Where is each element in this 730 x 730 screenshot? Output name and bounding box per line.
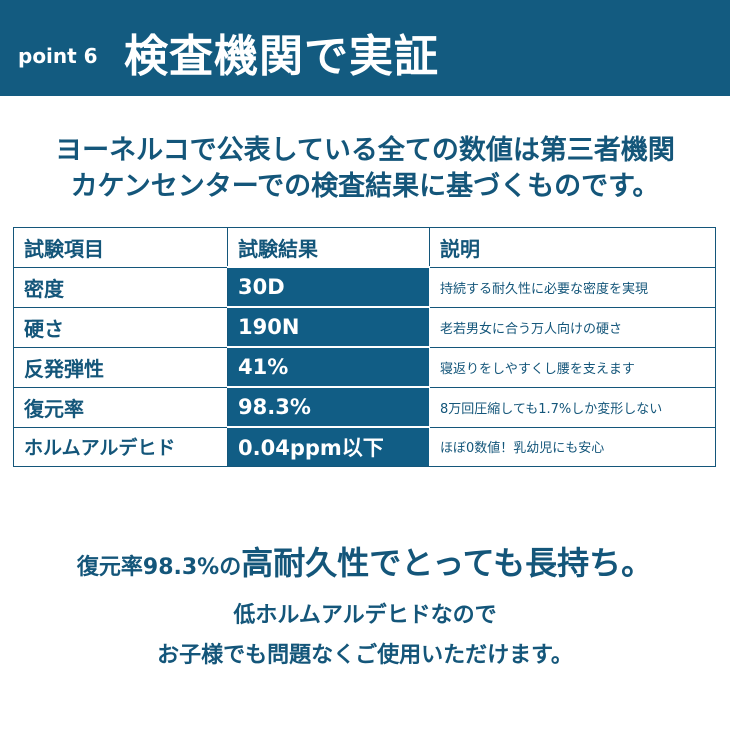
table-row: 復元率 98.3% 8万回圧縮しても1.7%しか変形しない [13,386,716,428]
test-result: 0.04ppm以下 [227,426,430,467]
table-row: 反発弾性 41% 寝返りをしやすくし腰を支えます [13,346,716,388]
durability-headline-large: 高耐久性でとっても長持ち。 [241,544,654,582]
test-results-table: 試験項目 試験結果 説明 密度 30D 持続する耐久性に必要な密度を実現 硬さ … [13,227,716,467]
test-description: 8万回圧縮しても1.7%しか変形しない [429,386,716,428]
test-item: ホルムアルデヒド [13,426,228,467]
intro-line-2: カケンセンターでの検査結果に基づくものです。 [70,171,660,202]
table-row: 密度 30D 持続する耐久性に必要な密度を実現 [13,266,716,308]
test-item: 密度 [13,266,228,308]
point-label: point 6 [18,44,98,68]
safety-line-2: お子様でも問題なくご使用いただけます。 [157,643,573,668]
column-header: 試験結果 [227,227,430,268]
test-description: 持続する耐久性に必要な密度を実現 [429,266,716,308]
test-description: 寝返りをしやすくし腰を支えます [429,346,716,388]
test-result: 41% [227,346,430,388]
test-result: 98.3% [227,386,430,428]
column-header: 説明 [429,227,716,268]
column-header: 試験項目 [13,227,228,268]
durability-headline-small: 復元率98.3%の [76,555,242,580]
test-item: 硬さ [13,306,228,348]
page-title: 検査機関で実証 [124,31,439,82]
table-header-row: 試験項目 試験結果 説明 [13,227,716,268]
safety-line-1: 低ホルムアルデヒドなので [233,603,497,628]
intro-line-1: ヨーネルコで公表している全ての数値は第三者機関 [55,135,675,166]
test-item: 復元率 [13,386,228,428]
test-item: 反発弾性 [13,346,228,388]
test-result: 30D [227,266,430,308]
table-row: 硬さ 190N 老若男女に合う万人向けの硬さ [13,306,716,348]
test-description: 老若男女に合う万人向けの硬さ [429,306,716,348]
safety-message: 低ホルムアルデヒドなので お子様でも問題なくご使用いただけます。 [0,596,730,676]
test-description: ほぼ0数値！乳幼児にも安心 [429,426,716,467]
header-banner: point 6 検査機関で実証 [0,0,730,96]
test-result: 190N [227,306,430,348]
table-row: ホルムアルデヒド 0.04ppm以下 ほぼ0数値！乳幼児にも安心 [13,426,716,467]
durability-headline: 復元率98.3%の高耐久性でとっても長持ち。 [0,538,730,584]
